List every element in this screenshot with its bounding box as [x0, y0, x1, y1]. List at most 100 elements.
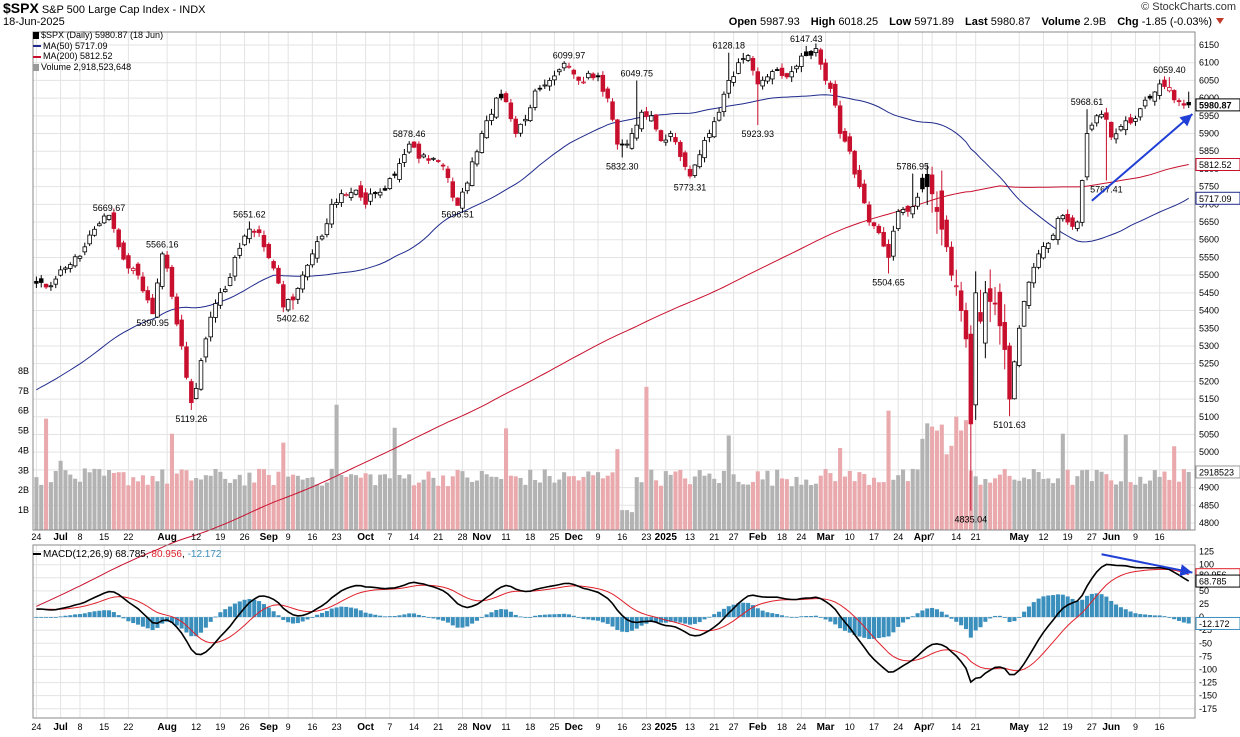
volume-bar: [809, 485, 814, 530]
candle-body: [276, 267, 281, 284]
macd-histogram-bar: [77, 614, 82, 618]
macd-histogram-bar: [891, 617, 896, 633]
volume-bar: [344, 476, 349, 530]
price-candle: [310, 249, 315, 268]
price-candle: [382, 185, 388, 192]
macd-histogram-bar: [257, 601, 262, 618]
volume-bar: [179, 469, 184, 530]
price-candle: [939, 170, 945, 246]
price-candle: [329, 198, 334, 229]
price-candle: [1017, 325, 1022, 368]
macd-histogram-bar: [232, 603, 237, 618]
macd-histogram-bar: [697, 617, 702, 623]
volume-bar: [741, 484, 746, 530]
macd-histogram-bar: [770, 613, 775, 618]
price-candle: [1075, 220, 1080, 232]
macd-histogram-bar: [247, 599, 252, 618]
x-tick-label: 21: [971, 532, 981, 542]
candle-body: [610, 101, 615, 120]
macd-histogram-bar: [208, 617, 213, 622]
candle-body: [387, 178, 393, 189]
last-value-text: 5980.87: [1199, 100, 1232, 110]
x-tick-label: Aug: [157, 532, 176, 543]
volume-bar: [77, 481, 82, 530]
volume-bar: [615, 449, 620, 530]
volume-bar: [402, 478, 407, 530]
price-candle: [619, 139, 625, 158]
price-candle: [934, 191, 940, 234]
price-candle: [900, 206, 906, 216]
volume-bar: [416, 482, 421, 530]
chg-value: -1.85 (-0.03%): [1141, 16, 1212, 28]
candle-body: [130, 268, 136, 271]
macd-tick-label: 100: [1199, 560, 1214, 570]
price-candle: [605, 86, 610, 103]
candle-body: [72, 256, 78, 267]
candle-body: [644, 111, 649, 117]
macd-histogram-bar: [1109, 600, 1114, 618]
candle-body: [174, 296, 180, 325]
price-candle: [455, 197, 460, 206]
x-tick-label: 21: [971, 722, 981, 732]
candle-body: [886, 243, 891, 258]
macd-histogram-bar: [460, 617, 465, 628]
price-candle: [799, 53, 804, 73]
price-tick-label: 5050: [1199, 429, 1219, 439]
candle-body: [590, 73, 596, 79]
x-tick-label: 16: [307, 722, 317, 732]
candle-body: [266, 243, 272, 259]
candle-body: [353, 189, 359, 195]
candle-body: [285, 299, 291, 311]
macd-histogram-bar: [131, 617, 136, 624]
last-value-text: 5717.09: [1199, 194, 1232, 204]
volume-bar: [528, 469, 533, 530]
volume-bar: [731, 474, 736, 530]
brand-watermark[interactable]: © StockCharts.com: [1141, 1, 1236, 13]
price-tick-label: 5250: [1199, 359, 1219, 369]
volume-bar: [867, 484, 872, 530]
volume-bar: [586, 471, 591, 530]
volume-bar: [963, 420, 969, 530]
macd-histogram-bar: [658, 617, 663, 623]
price-tick-label: 4800: [1199, 518, 1219, 528]
macd-histogram-bar: [852, 617, 857, 635]
x-tick-label: 27: [1087, 532, 1097, 542]
price-candle: [48, 281, 54, 291]
candle-body: [1128, 117, 1133, 124]
volume-label: Volume: [1041, 16, 1081, 28]
price-tick-label: 6100: [1199, 58, 1219, 68]
candle-body: [915, 196, 920, 207]
candle-body: [1075, 221, 1080, 229]
x-tick-label: 17: [869, 722, 879, 732]
last-value-text: -12.172: [1199, 619, 1230, 629]
price-candle: [489, 108, 494, 126]
x-tick-label: May: [1010, 532, 1030, 543]
candle-body: [939, 190, 945, 230]
price-candle: [566, 62, 572, 69]
candle-body: [242, 235, 247, 246]
x-tick-label: 8: [77, 722, 82, 732]
volume-bar: [315, 484, 320, 530]
price-candle: [1060, 213, 1066, 222]
price-candle: [184, 341, 189, 380]
candle-body: [997, 291, 1003, 327]
volume-bar: [1147, 480, 1153, 530]
candle-body: [1065, 213, 1070, 223]
macd-histogram-bar: [1080, 599, 1085, 618]
volume-bar: [1051, 483, 1056, 530]
volume-bar: [194, 478, 199, 530]
x-tick-label: 21: [709, 722, 719, 732]
price-annotation-label: 5566.16: [146, 240, 179, 250]
candle-body: [508, 102, 514, 120]
candle-body: [1084, 133, 1090, 178]
price-candle: [1002, 304, 1007, 370]
x-tick-label: 14: [409, 722, 419, 732]
candle-body: [876, 225, 882, 234]
x-tick-label: 23: [641, 532, 651, 542]
candle-body: [518, 123, 523, 134]
volume-bar: [1055, 478, 1061, 530]
candle-body: [421, 154, 426, 158]
volume-bar: [1162, 471, 1167, 530]
macd-histogram-bar: [363, 612, 368, 618]
volume-bar: [823, 469, 828, 530]
